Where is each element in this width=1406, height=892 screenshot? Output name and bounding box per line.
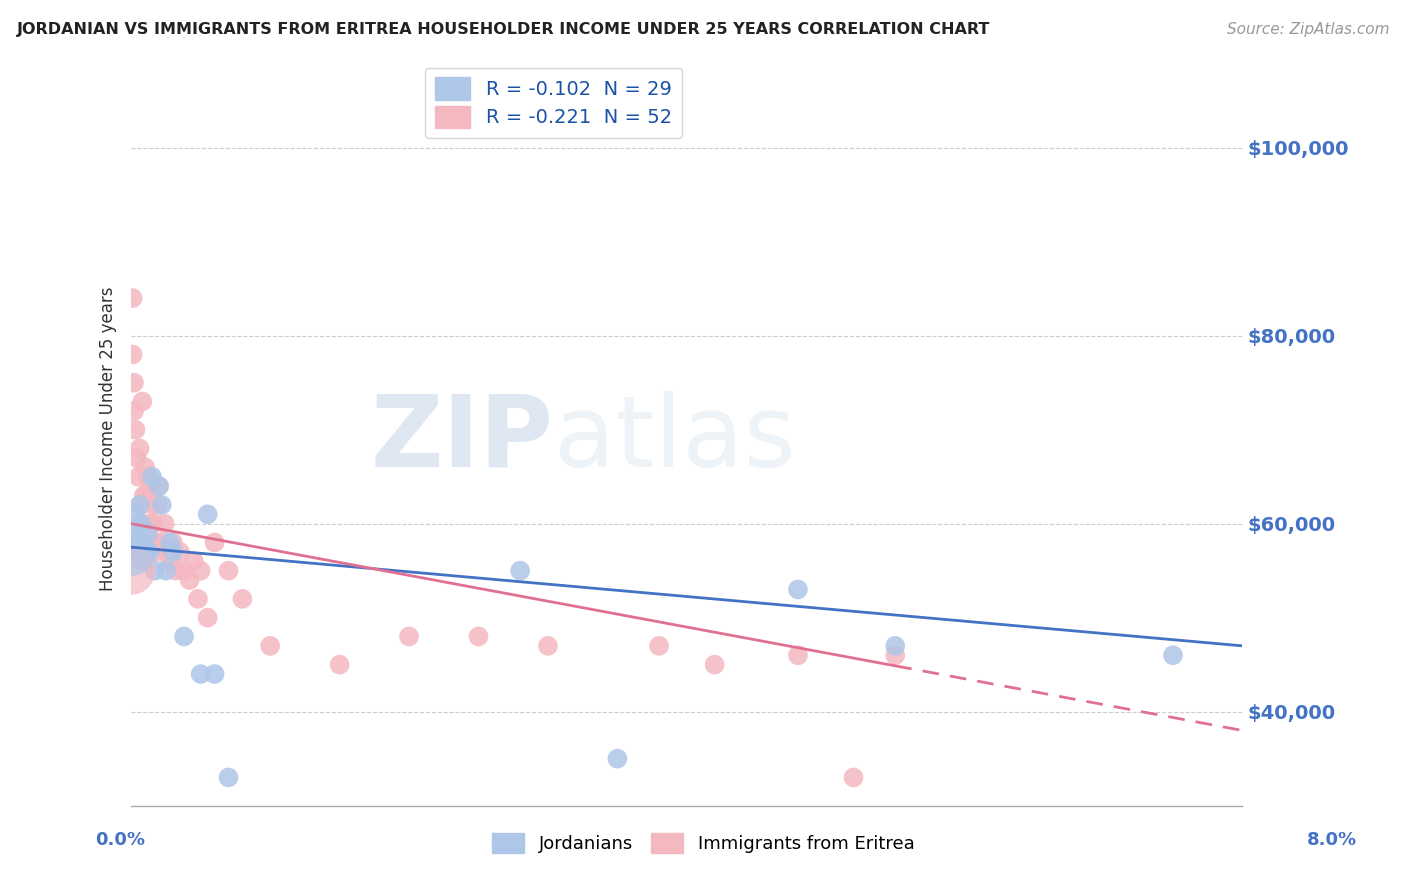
Point xyxy=(143,535,166,549)
Point xyxy=(150,535,173,549)
Text: 0.0%: 0.0% xyxy=(96,831,146,849)
Point xyxy=(204,667,226,681)
Point xyxy=(165,564,187,578)
Point xyxy=(128,442,150,456)
Point xyxy=(703,657,725,672)
Point xyxy=(467,630,489,644)
Point xyxy=(179,573,201,587)
Text: JORDANIAN VS IMMIGRANTS FROM ERITREA HOUSEHOLDER INCOME UNDER 25 YEARS CORRELATI: JORDANIAN VS IMMIGRANTS FROM ERITREA HOU… xyxy=(17,22,990,37)
Point xyxy=(127,469,149,483)
Point xyxy=(134,545,156,559)
Point xyxy=(122,376,145,390)
Point xyxy=(124,508,146,522)
Text: ZIP: ZIP xyxy=(371,391,554,488)
Point xyxy=(132,488,155,502)
Point xyxy=(150,498,173,512)
Point xyxy=(197,610,219,624)
Point xyxy=(509,564,531,578)
Point xyxy=(183,554,205,568)
Point xyxy=(121,291,143,305)
Point xyxy=(142,516,165,531)
Point xyxy=(122,404,145,418)
Point xyxy=(139,516,162,531)
Point xyxy=(124,423,146,437)
Text: Source: ZipAtlas.com: Source: ZipAtlas.com xyxy=(1226,22,1389,37)
Text: 8.0%: 8.0% xyxy=(1306,831,1357,849)
Point xyxy=(136,469,159,483)
Point xyxy=(787,582,810,597)
Point xyxy=(156,545,179,559)
Point xyxy=(132,535,155,549)
Point xyxy=(120,545,142,559)
Point xyxy=(398,630,420,644)
Point xyxy=(169,545,191,559)
Point xyxy=(231,591,253,606)
Point xyxy=(787,648,810,663)
Point xyxy=(159,554,181,568)
Point xyxy=(162,545,184,559)
Point xyxy=(135,488,157,502)
Point xyxy=(1161,648,1184,663)
Point xyxy=(259,639,281,653)
Point xyxy=(648,639,671,653)
Point xyxy=(120,564,142,578)
Point xyxy=(197,508,219,522)
Point xyxy=(218,771,240,785)
Point xyxy=(146,498,169,512)
Point xyxy=(125,535,148,549)
Point xyxy=(173,564,195,578)
Point xyxy=(159,535,181,549)
Point xyxy=(121,347,143,361)
Point xyxy=(190,667,212,681)
Point xyxy=(148,479,170,493)
Point xyxy=(143,564,166,578)
Point xyxy=(155,564,177,578)
Text: atlas: atlas xyxy=(554,391,796,488)
Point xyxy=(129,498,152,512)
Point xyxy=(162,535,184,549)
Point xyxy=(138,545,160,559)
Point xyxy=(153,516,176,531)
Point xyxy=(537,639,560,653)
Point xyxy=(122,526,145,541)
Point xyxy=(141,498,163,512)
Point xyxy=(131,394,153,409)
Point xyxy=(136,526,159,541)
Point xyxy=(139,479,162,493)
Point xyxy=(187,591,209,606)
Point xyxy=(148,479,170,493)
Point xyxy=(145,545,167,559)
Point xyxy=(138,535,160,549)
Y-axis label: Householder Income Under 25 years: Householder Income Under 25 years xyxy=(100,287,117,591)
Point xyxy=(925,846,948,860)
Point xyxy=(884,639,907,653)
Point xyxy=(134,460,156,475)
Point xyxy=(127,545,149,559)
Point xyxy=(173,630,195,644)
Point xyxy=(121,545,143,559)
Point xyxy=(132,516,155,531)
Point xyxy=(606,752,628,766)
Point xyxy=(884,648,907,663)
Point xyxy=(842,771,865,785)
Point xyxy=(131,554,153,568)
Point xyxy=(204,535,226,549)
Point xyxy=(129,516,152,531)
Point xyxy=(218,564,240,578)
Legend: R = -0.102  N = 29, R = -0.221  N = 52: R = -0.102 N = 29, R = -0.221 N = 52 xyxy=(426,68,682,137)
Legend: Jordanians, Immigrants from Eritrea: Jordanians, Immigrants from Eritrea xyxy=(484,825,922,861)
Point xyxy=(329,657,352,672)
Point xyxy=(128,498,150,512)
Point xyxy=(125,450,148,465)
Point xyxy=(141,469,163,483)
Point xyxy=(190,564,212,578)
Point xyxy=(120,545,142,559)
